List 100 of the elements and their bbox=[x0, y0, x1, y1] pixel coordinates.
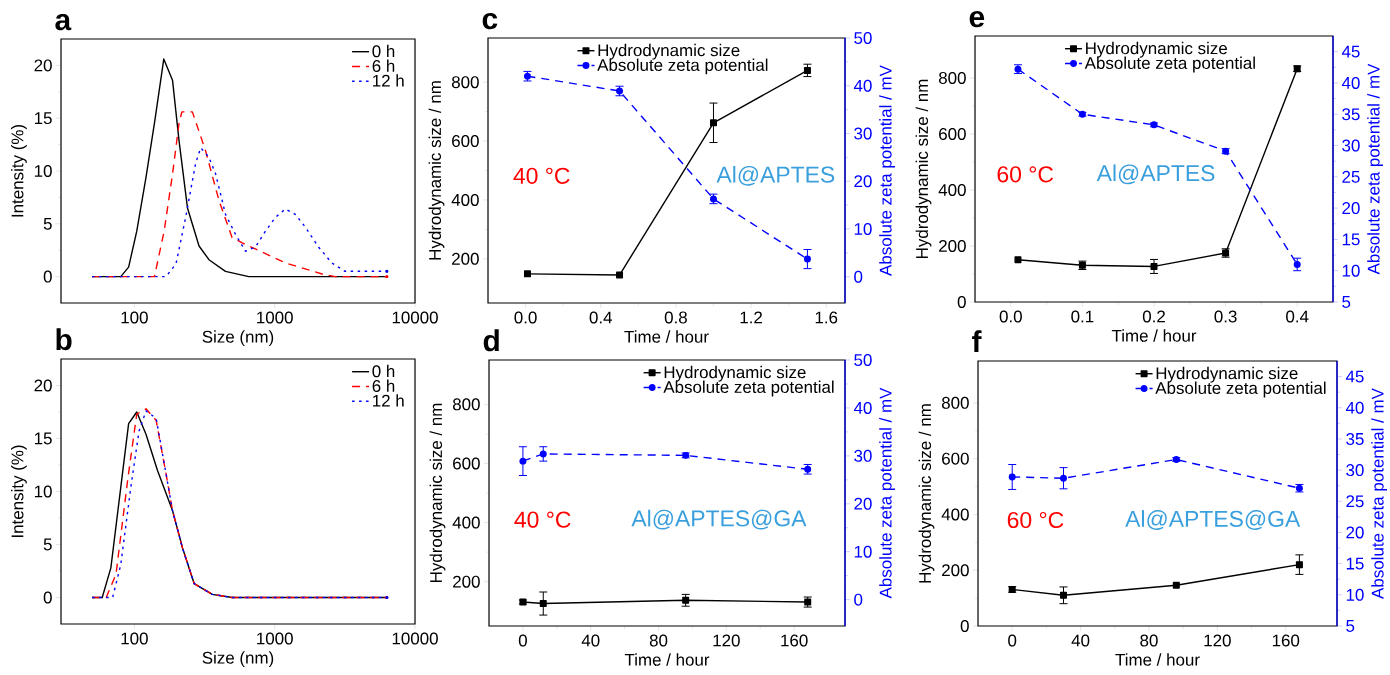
x-tick-label: 0.0 bbox=[999, 310, 1022, 323]
y-tick-label: 600 bbox=[942, 452, 969, 465]
y2-tick-label: 0 bbox=[854, 270, 863, 283]
y-tick-label: 5 bbox=[43, 538, 52, 551]
legend-label: 0 h bbox=[372, 44, 395, 58]
x-tick-label: 10000 bbox=[392, 632, 438, 645]
legend-label: Hydrodynamic size bbox=[1086, 41, 1227, 58]
x-tick-label: 0.0 bbox=[514, 311, 537, 324]
y2-tick-label: 25 bbox=[1342, 170, 1360, 183]
y-tick-label: 20 bbox=[34, 59, 52, 72]
y-tick-label: 0 bbox=[43, 591, 52, 604]
y-tick-label: 800 bbox=[451, 76, 479, 89]
y2-tick-label: 20 bbox=[854, 175, 872, 188]
x-tick-label: 40 bbox=[581, 634, 600, 647]
legend-label: Absolute zeta potential bbox=[663, 380, 834, 397]
x-tick-label: 100 bbox=[121, 632, 148, 645]
point bbox=[1059, 591, 1067, 599]
y2-tick-label: 15 bbox=[1346, 557, 1364, 570]
y2-axis-title: Absolute zeta potential / mV bbox=[1371, 388, 1387, 599]
y2-tick-label: 10 bbox=[1346, 588, 1364, 601]
x-tick-label: 120 bbox=[1204, 634, 1231, 647]
legend-label: 0 h bbox=[372, 364, 395, 378]
x-axis-title: Time / hour bbox=[1111, 329, 1197, 342]
y2-tick-label: 30 bbox=[854, 449, 872, 462]
x-tick-label: 0 bbox=[518, 634, 527, 647]
y-tick-label: 15 bbox=[34, 112, 52, 125]
legend-label: 6 h bbox=[372, 379, 395, 393]
y2-tick-label: 45 bbox=[1345, 370, 1364, 383]
y2-tick-label: 5 bbox=[1346, 620, 1355, 632]
y2-tick-label: 50 bbox=[854, 32, 872, 44]
y-tick-label: 10 bbox=[34, 485, 52, 498]
point bbox=[1172, 581, 1180, 589]
legend-label: 12 h bbox=[373, 394, 404, 407]
legend-label: Absolute zeta potential bbox=[1084, 56, 1255, 73]
y-axis-title: Hydrodynamic size / nm bbox=[918, 404, 935, 583]
y2-tick-label: 40 bbox=[1341, 76, 1360, 89]
y-axis-title: Hydrodynamic size / nm bbox=[915, 79, 932, 258]
x-axis-title: Time / hour bbox=[624, 653, 710, 666]
chart-title: d bbox=[483, 329, 499, 352]
y-axis-title: Intensity (%) bbox=[11, 445, 27, 537]
y-tick-label: 0 bbox=[957, 296, 966, 308]
y2-tick-label: 0 bbox=[854, 593, 863, 606]
annotation: Al@APTES@GA bbox=[631, 509, 807, 530]
chart-title: c bbox=[482, 12, 498, 30]
y2-tick-label: 20 bbox=[854, 497, 872, 510]
x-axis-title: Size (nm) bbox=[202, 651, 274, 668]
x-tick-label: 0.8 bbox=[664, 311, 687, 324]
y-tick-label: 800 bbox=[938, 72, 966, 85]
legend-label: 12 h bbox=[373, 74, 404, 87]
y-tick-label: 200 bbox=[939, 240, 966, 252]
x-tick-label: 1000 bbox=[257, 632, 293, 645]
y-tick-label: 5 bbox=[43, 217, 52, 230]
point bbox=[1295, 561, 1303, 569]
y2-tick-label: 30 bbox=[1346, 464, 1364, 477]
x-axis-title: Time / hour bbox=[624, 330, 709, 343]
annotation: Al@APTES bbox=[1096, 164, 1215, 185]
y2-tick-label: 10 bbox=[854, 545, 872, 558]
point bbox=[616, 271, 624, 279]
legend-label: Absolute zeta potential bbox=[597, 58, 768, 75]
y2-tick-label: 50 bbox=[854, 354, 872, 366]
chart-title: f bbox=[972, 330, 982, 353]
chart-title: e bbox=[969, 10, 985, 28]
legend-label: Hydrodynamic size bbox=[1156, 366, 1298, 383]
y-tick-label: 0 bbox=[43, 270, 52, 283]
x-tick-label: 10000 bbox=[392, 311, 438, 324]
y-tick-label: 200 bbox=[453, 575, 480, 588]
point bbox=[519, 457, 527, 465]
x-axis-title: Size (nm) bbox=[202, 330, 274, 347]
y-tick-label: 20 bbox=[34, 379, 52, 392]
chart-title: a bbox=[55, 13, 72, 31]
y-tick-label: 600 bbox=[453, 457, 480, 470]
y-axis-title: Intensity (%) bbox=[11, 125, 27, 217]
y-tick-label: 200 bbox=[452, 252, 479, 265]
y-tick-label: 400 bbox=[938, 184, 966, 196]
y2-axis-title: Absolute zeta potential / mV bbox=[879, 65, 895, 276]
x-tick-label: 1000 bbox=[257, 311, 293, 324]
y-tick-label: 0 bbox=[960, 620, 969, 632]
y2-tick-label: 10 bbox=[854, 222, 872, 235]
y2-tick-label: 30 bbox=[1342, 139, 1360, 152]
y2-tick-label: 5 bbox=[1342, 296, 1351, 308]
legend-label: Hydrodynamic size bbox=[598, 43, 740, 60]
point bbox=[1059, 474, 1067, 482]
x-tick-label: 0.3 bbox=[1214, 310, 1237, 323]
x-tick-label: 160 bbox=[781, 634, 808, 647]
y2-tick-label: 40 bbox=[853, 401, 872, 414]
point bbox=[709, 119, 717, 127]
annotation: 40 °C bbox=[513, 167, 570, 184]
y-tick-label: 200 bbox=[942, 564, 969, 577]
y-tick-label: 600 bbox=[939, 128, 966, 140]
x-tick-label: 120 bbox=[713, 634, 740, 647]
y-tick-label: 800 bbox=[452, 398, 480, 411]
y2-axis-title: Absolute zeta potential / mV bbox=[1367, 63, 1383, 275]
x-tick-label: 100 bbox=[121, 311, 148, 324]
annotation: Al@APTES bbox=[716, 165, 835, 186]
y2-tick-label: 25 bbox=[1346, 495, 1364, 508]
y2-tick-label: 40 bbox=[853, 79, 872, 92]
point bbox=[1008, 473, 1016, 481]
legend-label: 6 h bbox=[372, 59, 395, 73]
y2-tick-label: 45 bbox=[1341, 45, 1360, 58]
y-axis-title: Hydrodynamic size / nm bbox=[428, 81, 445, 260]
